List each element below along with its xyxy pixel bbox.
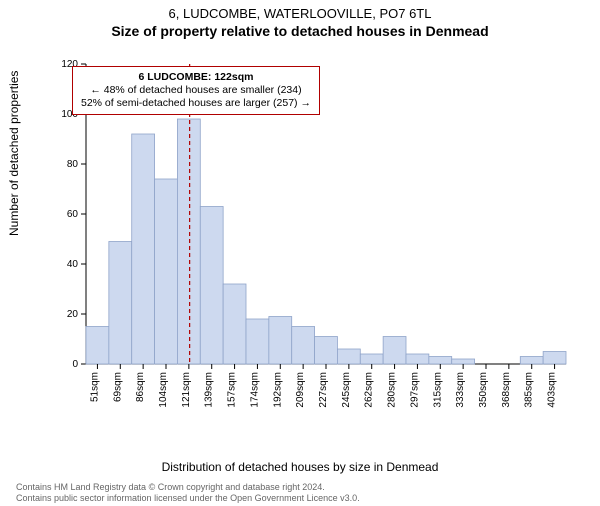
svg-text:80: 80 <box>67 159 79 170</box>
svg-text:69sqm: 69sqm <box>112 372 123 402</box>
svg-text:315sqm: 315sqm <box>432 372 443 408</box>
histogram-bar <box>155 179 178 364</box>
svg-text:157sqm: 157sqm <box>227 372 238 408</box>
svg-text:280sqm: 280sqm <box>387 372 398 408</box>
svg-text:86sqm: 86sqm <box>135 372 146 402</box>
histogram-bar <box>543 352 566 365</box>
chart-subtitle: Size of property relative to detached ho… <box>0 23 600 39</box>
svg-text:40: 40 <box>67 259 79 270</box>
svg-text:104sqm: 104sqm <box>158 372 169 408</box>
svg-text:368sqm: 368sqm <box>501 372 512 408</box>
histogram-bar <box>223 284 246 364</box>
svg-text:227sqm: 227sqm <box>318 372 329 408</box>
histogram-bar <box>360 354 383 364</box>
footer-line1: Contains HM Land Registry data © Crown c… <box>16 482 590 493</box>
histogram-bar <box>292 327 315 365</box>
histogram-bar <box>177 119 200 364</box>
svg-text:209sqm: 209sqm <box>295 372 306 408</box>
histogram-bar <box>520 357 543 365</box>
histogram-bar <box>383 337 406 365</box>
histogram-bar <box>86 327 109 365</box>
svg-text:51sqm: 51sqm <box>89 372 100 402</box>
histogram-bar <box>315 337 338 365</box>
svg-text:20: 20 <box>67 309 79 320</box>
svg-text:245sqm: 245sqm <box>341 372 352 408</box>
svg-text:350sqm: 350sqm <box>478 372 489 408</box>
histogram-bar <box>132 134 155 364</box>
svg-text:403sqm: 403sqm <box>547 372 558 408</box>
y-axis-label: Number of detached properties <box>7 71 21 236</box>
svg-text:0: 0 <box>72 359 78 370</box>
svg-text:262sqm: 262sqm <box>364 372 375 408</box>
footer-line2: Contains public sector information licen… <box>16 493 590 504</box>
x-axis-label: Distribution of detached houses by size … <box>0 460 600 474</box>
svg-text:139sqm: 139sqm <box>204 372 215 408</box>
histogram-bar <box>200 207 223 365</box>
histogram-bar <box>269 317 292 365</box>
histogram-bar <box>109 242 132 365</box>
svg-text:385sqm: 385sqm <box>524 372 535 408</box>
histogram-bar <box>246 319 269 364</box>
svg-text:60: 60 <box>67 209 79 220</box>
histogram-bar <box>337 349 360 364</box>
address-title: 6, LUDCOMBE, WATERLOOVILLE, PO7 6TL <box>0 6 600 21</box>
annotation-line1: 6 LUDCOMBE: 122sqm <box>81 71 311 84</box>
svg-text:174sqm: 174sqm <box>249 372 260 408</box>
footer-attribution: Contains HM Land Registry data © Crown c… <box>16 482 590 504</box>
annotation-line2: ← 48% of detached houses are smaller (23… <box>81 84 311 97</box>
svg-text:297sqm: 297sqm <box>409 372 420 408</box>
marker-annotation: 6 LUDCOMBE: 122sqm ← 48% of detached hou… <box>72 66 320 115</box>
histogram-bar <box>452 359 475 364</box>
svg-text:192sqm: 192sqm <box>272 372 283 408</box>
histogram-bar <box>406 354 429 364</box>
svg-text:121sqm: 121sqm <box>181 372 192 408</box>
annotation-line3: 52% of semi-detached houses are larger (… <box>81 97 311 110</box>
histogram-bar <box>429 357 452 365</box>
svg-text:333sqm: 333sqm <box>455 372 466 408</box>
